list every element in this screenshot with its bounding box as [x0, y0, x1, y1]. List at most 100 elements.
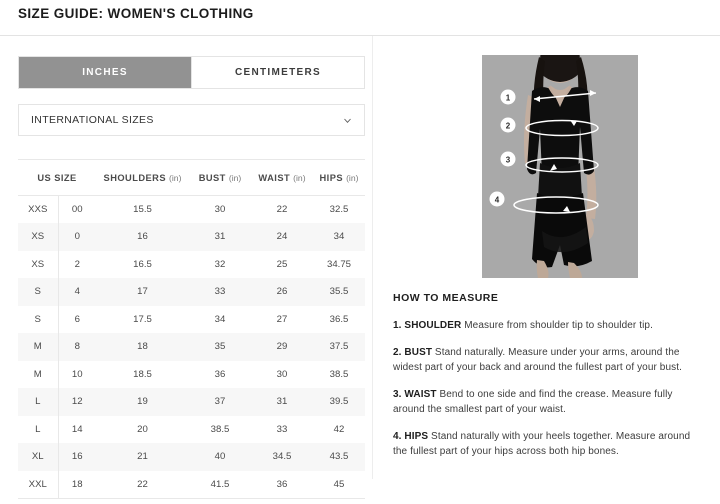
cell-us-alpha: S	[18, 278, 58, 306]
cell-bust: 30	[214, 204, 226, 215]
measure-step-number: 1.	[393, 320, 405, 331]
cell-us-num: 6	[57, 305, 96, 333]
column-header-us-size: US SIZE	[18, 159, 96, 196]
cell-shoulders: 20	[137, 423, 148, 435]
column-header-shoulders-label: SHOULDERS	[103, 172, 166, 183]
table-row: L 12 19 37 31 39.5	[18, 388, 365, 416]
tab-centimeters[interactable]: CENTIMETERS	[191, 57, 364, 88]
cell-waist: 22	[276, 204, 288, 215]
cell-waist: 26	[251, 278, 313, 306]
table-header: US SIZE SHOULDERS (in) BUST (in) WAIST	[18, 159, 365, 196]
cell-waist: 30	[276, 368, 288, 380]
cell-waist: 27	[276, 313, 288, 325]
cell-shoulders: 21	[96, 443, 189, 471]
marker-4: 4	[489, 191, 505, 207]
measure-step-text: Stand naturally. Measure under your arms…	[393, 346, 682, 374]
cell-hips: 45	[313, 470, 365, 499]
cell-us-num: 12	[57, 388, 96, 416]
measure-step-text: Bend to one side and find the crease. Me…	[393, 388, 673, 416]
svg-text:2: 2	[506, 121, 511, 130]
cell-hips: 43.5	[313, 443, 365, 471]
column-header-hips-unit: (in)	[346, 172, 359, 183]
cell-bust: 32	[214, 258, 226, 270]
table-row: XXS 00 15.5 30 22 32.5	[18, 195, 365, 223]
cell-bust: 36	[214, 368, 226, 380]
cell-us-num: 8	[57, 333, 96, 361]
measure-instruction-waist: 3. WAIST Bend to one side and find the c…	[393, 387, 705, 418]
cell-us-alpha: XXS	[28, 204, 48, 215]
measure-step-text: Stand naturally with your heels together…	[393, 430, 691, 458]
table-row: XS 0 16 31 24 34	[18, 223, 365, 251]
unit-toggle-group: INCHES CENTIMETERS	[18, 56, 365, 89]
column-header-bust-unit: (in)	[228, 172, 242, 183]
svg-text:1: 1	[506, 93, 511, 102]
measure-step-label: WAIST	[404, 388, 437, 400]
cell-shoulders: 22	[96, 470, 189, 499]
cell-us-num: 10	[57, 360, 96, 388]
cell-shoulders: 18	[96, 333, 189, 361]
how-to-measure-title: HOW TO MEASURE	[393, 292, 499, 304]
svg-text:4: 4	[495, 195, 500, 204]
svg-text:3: 3	[506, 155, 511, 164]
table-row: S 4 17 33 26 35.5	[18, 278, 365, 306]
size-system-select[interactable]: INTERNATIONAL SIZES	[18, 104, 365, 136]
cell-shoulders: 18.5	[133, 368, 152, 380]
cell-us-alpha: XXL	[18, 470, 58, 499]
cell-shoulders: 16	[96, 223, 189, 251]
size-system-selected-value: INTERNATIONAL SIZES	[31, 114, 154, 126]
table-row: M 10 18.5 36 30 38.5	[18, 360, 365, 388]
size-table: US SIZE SHOULDERS (in) BUST (in) WAIST	[18, 159, 365, 499]
column-header-waist-unit: (in)	[293, 172, 306, 183]
cell-us-alpha: XS	[18, 223, 58, 251]
cell-waist: 31	[251, 388, 313, 416]
column-header-hips-label: HIPS	[319, 172, 344, 183]
cell-bust: 38.5	[210, 423, 230, 435]
cell-shoulders: 17	[96, 278, 189, 306]
cell-waist: 34.5	[251, 443, 313, 471]
column-header-shoulders: SHOULDERS (in)	[96, 159, 189, 196]
cell-hips: 34	[313, 223, 365, 251]
cell-bust: 35	[189, 333, 251, 361]
cell-waist: 25	[276, 258, 288, 270]
title-divider	[0, 35, 720, 36]
table-body: XXS 00 15.5 30 22 32.5 XS 0 16 31 24 34 XS 2 16.5 32 25 3…	[18, 195, 365, 499]
column-header-hips: HIPS (in)	[313, 159, 365, 196]
chevron-down-icon	[344, 118, 351, 123]
cell-bust: 34	[214, 313, 226, 325]
cell-us-alpha: S	[34, 313, 41, 325]
cell-us-num: 4	[57, 278, 96, 306]
cell-shoulders: 16.5	[133, 258, 152, 270]
column-header-bust: BUST (in)	[189, 159, 251, 196]
left-panel: INCHES CENTIMETERS INTERNATIONAL SIZES	[0, 36, 372, 504]
measure-instruction-shoulder: 1. SHOULDER Measure from shoulder tip to…	[393, 318, 705, 334]
measure-instruction-hips: 4. HIPS Stand naturally with your heels …	[393, 429, 705, 460]
cell-waist: 29	[251, 333, 313, 361]
cell-bust: 37	[189, 388, 251, 416]
table-row: L 14 20 38.5 33 42	[18, 415, 365, 443]
cell-us-num: 2	[57, 250, 96, 278]
tab-inches[interactable]: INCHES	[19, 57, 191, 88]
column-header-bust-label: BUST	[198, 172, 226, 183]
table-row: XS 2 16.5 32 25 34.75	[18, 250, 365, 278]
cell-waist: 36	[251, 470, 313, 499]
cell-waist: 33	[276, 423, 288, 435]
column-header-shoulders-unit: (in)	[169, 172, 182, 183]
cell-us-num: 16	[57, 443, 96, 471]
cell-us-alpha: XL	[18, 443, 58, 471]
marker-2: 2	[500, 117, 516, 133]
cell-hips: 39.5	[313, 388, 365, 416]
cell-us-alpha: M	[18, 333, 58, 361]
cell-hips: 37.5	[313, 333, 365, 361]
cell-us-alpha: M	[33, 368, 42, 380]
cell-bust: 33	[189, 278, 251, 306]
cell-hips: 32.5	[329, 204, 349, 215]
measure-instruction-bust: 2. BUST Stand naturally. Measure under y…	[393, 345, 705, 376]
cell-us-alpha: XS	[31, 258, 45, 270]
cell-shoulders: 15.5	[133, 204, 152, 215]
cell-bust: 40	[189, 443, 251, 471]
table-row: S 6 17.5 34 27 36.5	[18, 305, 365, 333]
cell-bust: 31	[189, 223, 251, 251]
column-header-waist-label: WAIST	[258, 172, 291, 183]
cell-shoulders: 17.5	[133, 313, 152, 325]
